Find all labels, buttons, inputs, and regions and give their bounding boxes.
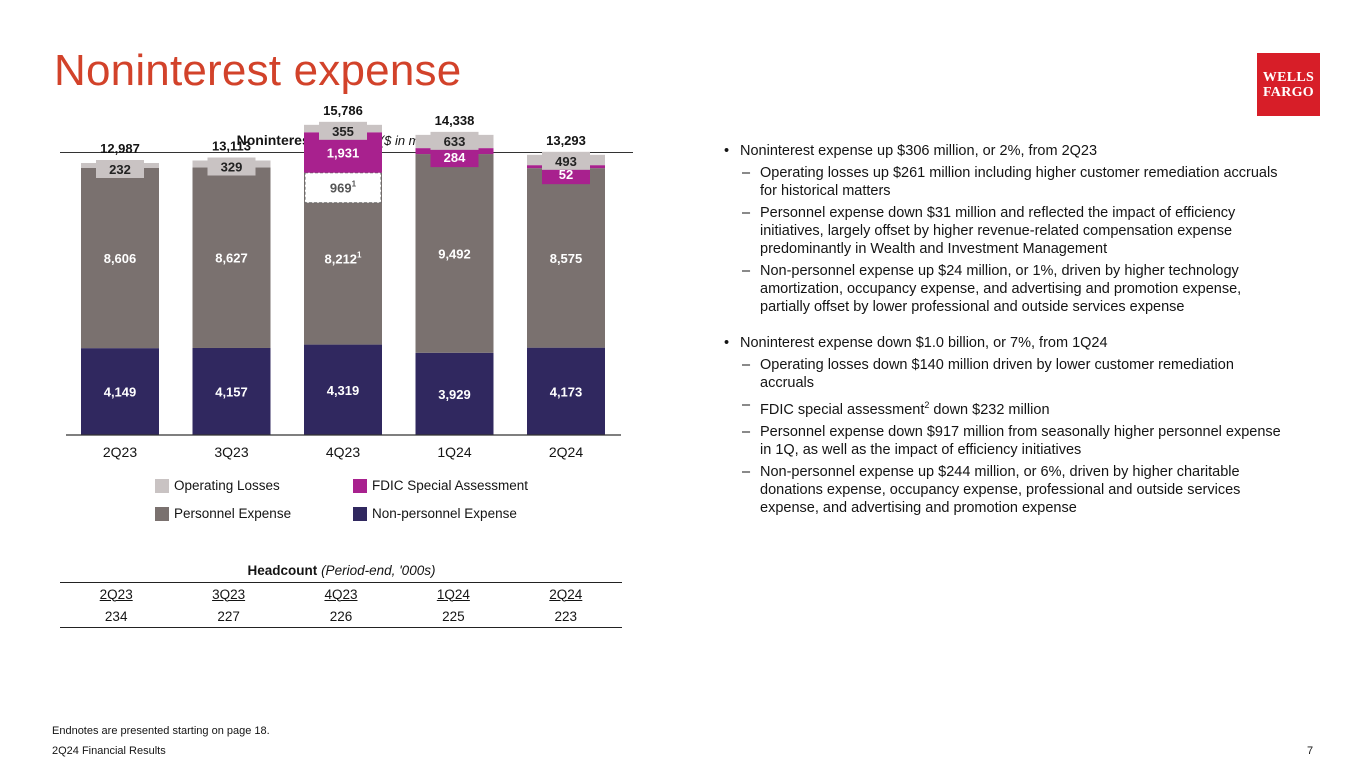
sub-bullet: Personnel expense down $31 million and r… (722, 204, 1282, 258)
legend-swatch-non-personnel (353, 506, 367, 521)
legend-label-non-personnel: Non-personnel Expense (372, 506, 517, 521)
sub-bullet: Non-personnel expense up $24 million, or… (722, 262, 1282, 316)
logo-line-2: FARGO (1262, 84, 1314, 100)
legend-non-personnel-expense: Non-personnel Expense (353, 506, 517, 521)
data-label-operating-losses-box (430, 131, 479, 150)
bar-segment-personnel (192, 167, 271, 348)
data-label-total: 15,786 (323, 103, 363, 118)
legend-operating-losses: Operating Losses (155, 478, 280, 493)
endnotes-footnote: Endnotes are presented starting on page … (52, 725, 270, 737)
stacked-bar-chart: 4,149 8,606 232 12,987 2Q23 4,157 8,627 329 13,1… (66, 103, 621, 460)
endnote-1: 1 (352, 180, 357, 189)
bullet-group-vs-2q23: Noninterest expense up $306 million, or … (722, 142, 1282, 316)
data-label-operating-losses-box (319, 121, 367, 140)
data-label-operating-losses: 633 (444, 134, 466, 149)
sub-bullet-fdic: FDIC special assessment2 down $232 milli… (722, 396, 1282, 419)
x-tick-label: 2Q24 (549, 444, 583, 460)
data-label-fdic-box (430, 149, 479, 168)
bullet-vs-1q24: Noninterest expense down $1.0 billion, o… (722, 334, 1282, 352)
data-label-total: 13,113 (212, 139, 251, 154)
x-tick-label: 2Q23 (103, 444, 137, 460)
wells-fargo-logo: WELLS FARGO (1257, 53, 1320, 116)
data-label-personnel: 8,606 (104, 251, 137, 266)
data-label-total: 14,338 (435, 113, 475, 128)
headcount-table: 2Q23 3Q23 4Q23 1Q24 2Q24 234 227 226 225… (60, 582, 622, 628)
data-label-total: 13,293 (546, 133, 586, 148)
bar-segment-non-personnel (415, 352, 494, 435)
data-label-personnel: 8,575 (550, 251, 583, 266)
endnote-2: 2 (924, 400, 930, 410)
headcount-header: 3Q23 (212, 586, 246, 602)
legend-label-fdic: FDIC Special Assessment (372, 478, 529, 493)
bar-segment-non-personnel (527, 347, 605, 435)
sub-bullet: Non-personnel expense up $244 million, o… (722, 463, 1282, 517)
headcount-value: 227 (217, 608, 240, 624)
data-label-operating-losses: 355 (332, 124, 354, 139)
bar-segment-non-personnel (81, 348, 159, 435)
data-label-total: 12,987 (100, 141, 140, 156)
data-label-non-personnel: 4,157 (215, 384, 248, 399)
bar-segment-non-personnel (192, 347, 271, 435)
headcount-value: 234 (104, 608, 128, 624)
logo-line-1: WELLS (1262, 69, 1315, 85)
x-tick-label: 4Q23 (326, 444, 360, 460)
legend-label-operating-losses: Operating Losses (174, 478, 280, 493)
annotation-dashed-box (304, 172, 382, 204)
legend-label-personnel: Personnel Expense (174, 506, 292, 521)
headcount-title: Headcount (Period-end, '000s) (60, 563, 623, 578)
sub-bullet: Personnel expense down $917 million from… (722, 423, 1282, 459)
annotation-label-969: 9691 (330, 180, 357, 196)
sub-bullet: Operating losses up $261 million includi… (722, 164, 1282, 200)
data-label-personnel: 8,627 (215, 251, 248, 266)
headcount-header-row: 2Q23 3Q23 4Q23 1Q24 2Q24 (60, 582, 622, 606)
headcount-header: 1Q24 (436, 586, 470, 602)
x-tick-label: 3Q23 (214, 444, 248, 460)
legend-swatch-fdic (353, 478, 367, 493)
bullet-group-vs-1q24: Noninterest expense down $1.0 billion, o… (722, 334, 1282, 517)
bar-segment-personnel (81, 168, 159, 349)
headcount-value-row: 234 227 226 225 223 (60, 605, 622, 628)
bar-segment-personnel (415, 154, 494, 353)
fdic-text: FDIC special assessment (760, 401, 925, 418)
headcount-value: 225 (442, 608, 465, 624)
data-label-non-personnel: 3,929 (438, 387, 471, 402)
headcount-subtitle: (Period-end, '000s) (321, 563, 436, 578)
headcount-title-main: Headcount (247, 563, 318, 578)
endnote-1: 1 (357, 251, 362, 260)
page-title: Noninterest expense (54, 46, 462, 95)
data-label-non-personnel: 4,173 (550, 384, 583, 399)
legend-swatch-operating-losses (155, 478, 169, 493)
data-label-operating-losses-box (96, 160, 144, 178)
legend-personnel-expense: Personnel Expense (155, 506, 291, 521)
data-label-operating-losses-box (542, 151, 590, 170)
headcount-value: 226 (329, 608, 353, 624)
data-label-non-personnel: 4,319 (327, 383, 360, 398)
headcount-header: 2Q24 (549, 586, 583, 602)
data-label-operating-losses: 329 (221, 160, 243, 175)
commentary-bullets: Noninterest expense up $306 million, or … (722, 142, 1282, 535)
legend-fdic-special-assessment: FDIC Special Assessment (353, 478, 528, 493)
data-label-operating-losses: 232 (109, 162, 131, 177)
data-label-personnel: 8,2121 (325, 251, 363, 267)
data-label-operating-losses: 493 (555, 154, 577, 169)
bar-segment-personnel (527, 168, 605, 348)
footer-report-name: 2Q24 Financial Results (52, 745, 166, 757)
legend-swatch-personnel (155, 506, 169, 521)
data-label-fdic: 284 (444, 150, 466, 165)
headcount-header: 4Q23 (324, 586, 358, 602)
bullet-vs-2q23: Noninterest expense up $306 million, or … (722, 142, 1282, 160)
bar-segment-non-personnel (304, 344, 382, 435)
headcount-header: 2Q23 (99, 586, 133, 602)
page-number: 7 (1307, 745, 1314, 757)
data-label-operating-losses-box (207, 157, 256, 176)
x-tick-label: 1Q24 (437, 444, 471, 460)
sub-bullet: Operating losses down $140 million drive… (722, 356, 1282, 392)
data-label-non-personnel: 4,149 (104, 385, 137, 400)
data-label-fdic: 52 (559, 167, 573, 182)
data-label-personnel: 9,492 (438, 246, 471, 261)
fdic-text-after: down $232 million (929, 401, 1050, 418)
headcount-value: 223 (554, 608, 578, 624)
data-label-fdic: 1,931 (327, 145, 360, 160)
